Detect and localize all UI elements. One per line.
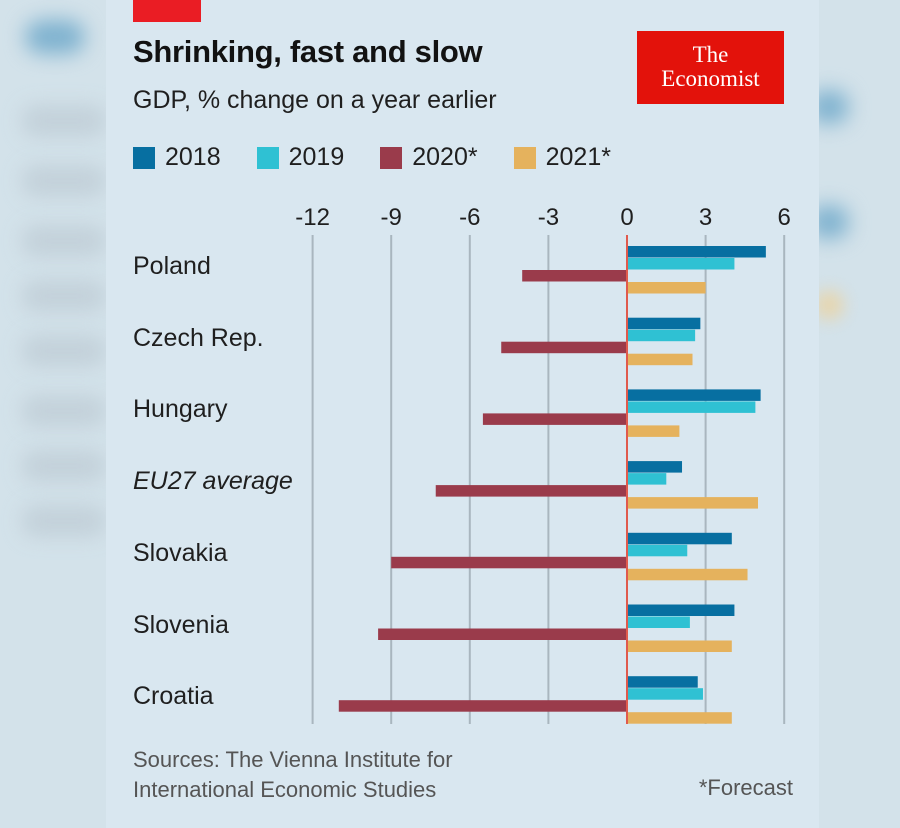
source-line-1: Sources: The Vienna Institute for bbox=[133, 747, 453, 772]
bar-2021 bbox=[627, 712, 732, 724]
category-label: EU27 average bbox=[133, 467, 293, 496]
bar-2018 bbox=[627, 389, 761, 401]
x-tick-label: 0 bbox=[620, 204, 633, 231]
bar-2020 bbox=[391, 556, 627, 569]
x-tick-label: -3 bbox=[538, 204, 559, 231]
bar-2021 bbox=[627, 353, 693, 366]
logo-line-2: Economist bbox=[661, 66, 760, 91]
bar-2020 bbox=[435, 485, 627, 497]
category-label: Slovenia bbox=[133, 610, 229, 639]
category-label: Slovakia bbox=[133, 538, 228, 567]
blurred-decoration bbox=[22, 165, 106, 197]
blurred-decoration bbox=[22, 280, 106, 312]
blurred-right-background bbox=[809, 0, 900, 828]
economist-logo: The Economist bbox=[637, 31, 784, 104]
bar-2020 bbox=[482, 413, 627, 425]
legend: 2018 2019 2020* 2021* bbox=[133, 143, 647, 172]
bar-2021 bbox=[627, 640, 732, 652]
bar-2019 bbox=[627, 544, 688, 557]
bar-2018 bbox=[627, 532, 732, 545]
blurred-left-background bbox=[0, 0, 106, 828]
blurred-decoration bbox=[22, 395, 106, 427]
blurred-decoration bbox=[22, 450, 106, 482]
bar-chart-plot: -12 -9 -6 -3 0 3 6 bbox=[295, 204, 791, 724]
x-tick-label: -9 bbox=[381, 204, 402, 231]
bar-2019 bbox=[627, 473, 667, 485]
legend-item-2018: 2018 bbox=[133, 143, 221, 172]
legend-label: 2020* bbox=[412, 143, 478, 171]
bar-2018 bbox=[627, 461, 683, 473]
forecast-note: *Forecast bbox=[698, 775, 793, 800]
legend-item-2019: 2019 bbox=[256, 143, 345, 172]
source-note: Sources: The Vienna Institute for Intern… bbox=[133, 745, 453, 805]
bar-2021 bbox=[627, 497, 758, 509]
blurred-decoration bbox=[22, 505, 106, 537]
legend-label: 2019 bbox=[288, 143, 345, 171]
bar-2018 bbox=[627, 604, 735, 616]
bar-2019 bbox=[627, 688, 703, 700]
bar-2019 bbox=[627, 329, 696, 342]
chart-title: Shrinking, fast and slow bbox=[133, 34, 483, 69]
legend-swatch-2020 bbox=[380, 146, 403, 169]
bar-2018 bbox=[627, 676, 698, 688]
bar-2021 bbox=[627, 568, 748, 581]
bar-2021 bbox=[627, 282, 706, 294]
legend-label: 2021* bbox=[545, 143, 611, 171]
red-tag-decoration bbox=[133, 0, 201, 22]
x-tick-label: 6 bbox=[778, 204, 791, 231]
legend-swatch-2021 bbox=[513, 146, 536, 169]
bar-2019 bbox=[627, 616, 690, 628]
bar-2020 bbox=[378, 628, 627, 640]
bar-2020 bbox=[338, 700, 627, 712]
x-tick-label: 3 bbox=[699, 204, 712, 231]
chart-subtitle: GDP, % change on a year earlier bbox=[133, 86, 497, 114]
blurred-decoration bbox=[22, 225, 106, 257]
bar-2019 bbox=[627, 401, 756, 413]
legend-item-2021: 2021* bbox=[513, 143, 611, 172]
bar-2019 bbox=[627, 258, 735, 270]
blurred-decoration bbox=[22, 105, 106, 137]
blurred-decoration bbox=[814, 290, 844, 320]
blurred-decoration bbox=[25, 20, 85, 54]
bar-2018 bbox=[627, 317, 701, 330]
category-label: Hungary bbox=[133, 395, 228, 424]
legend-swatch-2019 bbox=[256, 146, 279, 169]
bar-2020 bbox=[501, 341, 627, 354]
source-line-2: International Economic Studies bbox=[133, 777, 437, 802]
bar-2021 bbox=[627, 425, 680, 437]
bar-2020 bbox=[522, 270, 627, 282]
category-label: Croatia bbox=[133, 682, 214, 711]
legend-label: 2018 bbox=[165, 143, 221, 171]
x-tick-label: -12 bbox=[295, 204, 330, 231]
legend-swatch-2018 bbox=[133, 146, 155, 169]
bar-2018 bbox=[627, 246, 766, 258]
category-label: Poland bbox=[133, 252, 211, 280]
x-tick-label: -6 bbox=[459, 204, 480, 231]
legend-item-2020: 2020* bbox=[380, 143, 478, 172]
blurred-decoration bbox=[22, 335, 106, 367]
logo-line-1: The bbox=[692, 42, 729, 67]
category-label: Czech Rep. bbox=[133, 323, 264, 352]
chart-card: Shrinking, fast and slow GDP, % change o… bbox=[106, 0, 819, 828]
